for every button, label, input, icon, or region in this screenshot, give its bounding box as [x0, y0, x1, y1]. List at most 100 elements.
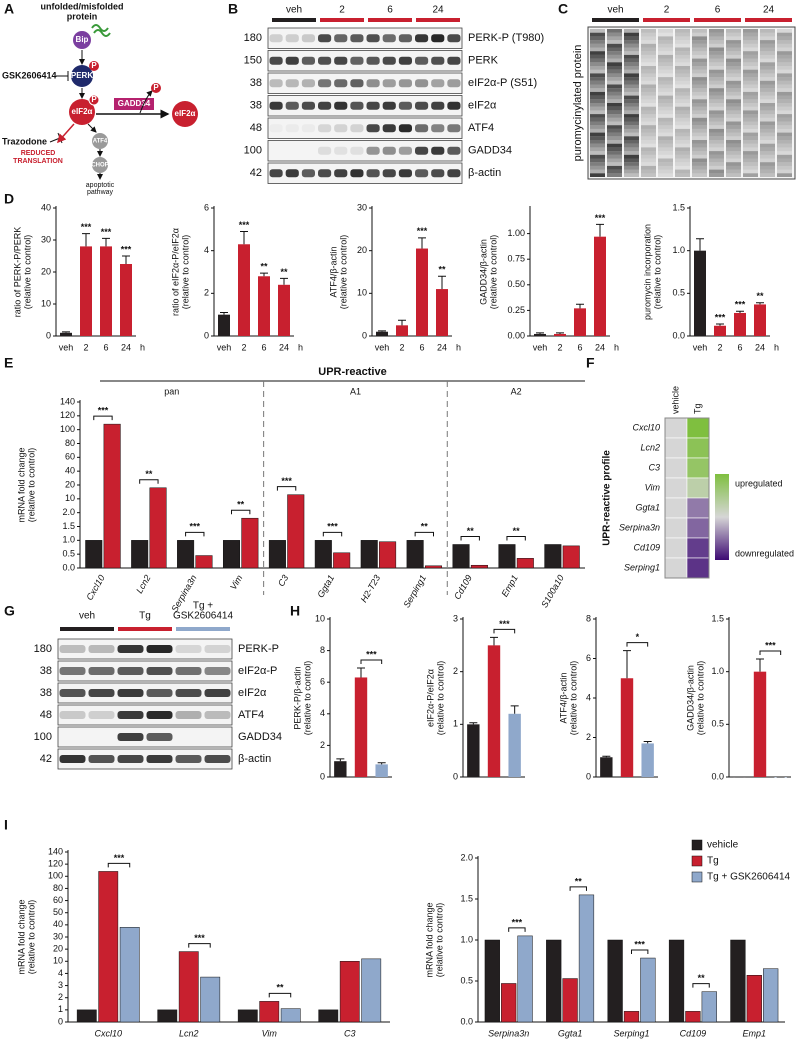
blot-smear — [726, 91, 741, 96]
blot-smear — [777, 43, 792, 48]
blot-smear — [743, 62, 758, 66]
blot-band — [204, 755, 231, 763]
blot-band — [88, 755, 115, 763]
blot-smear — [624, 103, 639, 107]
group-label: veh — [607, 5, 623, 16]
bar — [318, 1009, 339, 1023]
blot-smear — [675, 140, 690, 144]
blot-smear — [641, 128, 656, 133]
group-bar — [176, 627, 230, 631]
y-tick-label: 4 — [320, 708, 325, 718]
blot-smear — [692, 158, 707, 163]
blot-smear — [692, 95, 707, 100]
diagram-text: CHOP — [91, 163, 108, 169]
blot-smear — [624, 117, 639, 122]
blot-smear — [607, 106, 622, 111]
error-bar — [377, 762, 386, 765]
blot-smear — [607, 147, 622, 152]
blot-smear — [675, 143, 690, 148]
heat-cell — [664, 517, 688, 539]
blot-strip — [267, 72, 463, 94]
blot-smear — [590, 36, 605, 41]
blot-smear — [607, 99, 622, 103]
blot-smear — [624, 140, 639, 144]
blot-smear — [641, 95, 656, 100]
blot-strip — [267, 162, 463, 184]
blot-smear — [726, 114, 741, 118]
blot-smear — [641, 51, 656, 55]
blot-smear — [777, 125, 792, 129]
blot-smear — [743, 91, 758, 96]
blot-band — [59, 755, 86, 763]
blot-smear — [760, 136, 775, 140]
panel-letter: F — [586, 355, 595, 371]
blot-smear — [692, 88, 707, 92]
bar — [498, 544, 516, 569]
blot-smear — [709, 40, 724, 44]
blot-smear — [607, 143, 622, 148]
blot-band — [334, 34, 348, 43]
diagram-text: REDUCED — [21, 150, 56, 157]
blot-smear — [777, 117, 792, 122]
blot-smear — [743, 154, 758, 159]
mw-label: 180 — [244, 32, 262, 44]
blot-smear — [777, 77, 792, 81]
blot-smear — [777, 121, 792, 126]
blot-band — [398, 101, 412, 110]
blot-band — [269, 56, 283, 65]
blot-smear — [709, 29, 724, 33]
blot-smear — [743, 106, 758, 111]
blot-smear — [607, 80, 622, 85]
blot-smear — [590, 162, 605, 166]
blot-smear — [760, 173, 775, 177]
blot-smear — [743, 43, 758, 48]
band-label: β-actin — [238, 753, 271, 765]
diagram-text: P — [153, 83, 159, 92]
y-axis-label: mRNA fold change — [424, 902, 434, 977]
blot-smear — [709, 147, 724, 152]
error-bar — [438, 275, 446, 290]
error-bar — [62, 331, 70, 333]
bar — [516, 558, 534, 569]
blot-smear — [760, 110, 775, 115]
y-tick-label: 6 — [204, 202, 209, 212]
bar — [178, 951, 199, 1023]
y-tick-label: 10 — [53, 956, 63, 966]
y-tick-label: 1.00 — [507, 228, 525, 238]
blot-smear — [777, 136, 792, 140]
blot-smear — [675, 154, 690, 159]
bar — [60, 332, 72, 336]
mw-label: 38 — [250, 77, 262, 89]
colorbar-label: upregulated — [735, 478, 783, 488]
blot-band — [269, 34, 283, 43]
blot-smear — [675, 47, 690, 52]
y-tick-label: 60 — [53, 895, 63, 905]
significance-bracket — [460, 535, 480, 541]
bar — [544, 544, 562, 569]
blot-smear — [743, 69, 758, 74]
x-tick-label: veh — [217, 342, 232, 352]
blot-smear — [675, 103, 690, 107]
y-tick-label: 6 — [586, 653, 591, 663]
y-tick-label: 0.0 — [711, 771, 724, 781]
blot-smear — [743, 169, 758, 174]
blot-smear — [607, 77, 622, 81]
blot-band — [382, 146, 396, 155]
blot-smear — [709, 140, 724, 144]
blot-smear — [641, 169, 656, 174]
bar — [562, 545, 580, 569]
legend-swatch — [691, 855, 703, 867]
x-tick-label: Serping1 — [401, 573, 428, 609]
error-bar — [490, 636, 498, 646]
heat-cell — [664, 477, 688, 499]
blot-smear — [675, 91, 690, 96]
blot-band — [270, 124, 283, 132]
blot-band — [447, 34, 461, 43]
blot-band — [146, 667, 173, 675]
blot-smear — [760, 99, 775, 103]
y-tick-label: 3 — [453, 613, 458, 623]
blot-smear — [743, 121, 758, 126]
blot-smear — [658, 169, 673, 174]
significance-label: ** — [756, 291, 764, 301]
bar — [685, 1011, 701, 1023]
